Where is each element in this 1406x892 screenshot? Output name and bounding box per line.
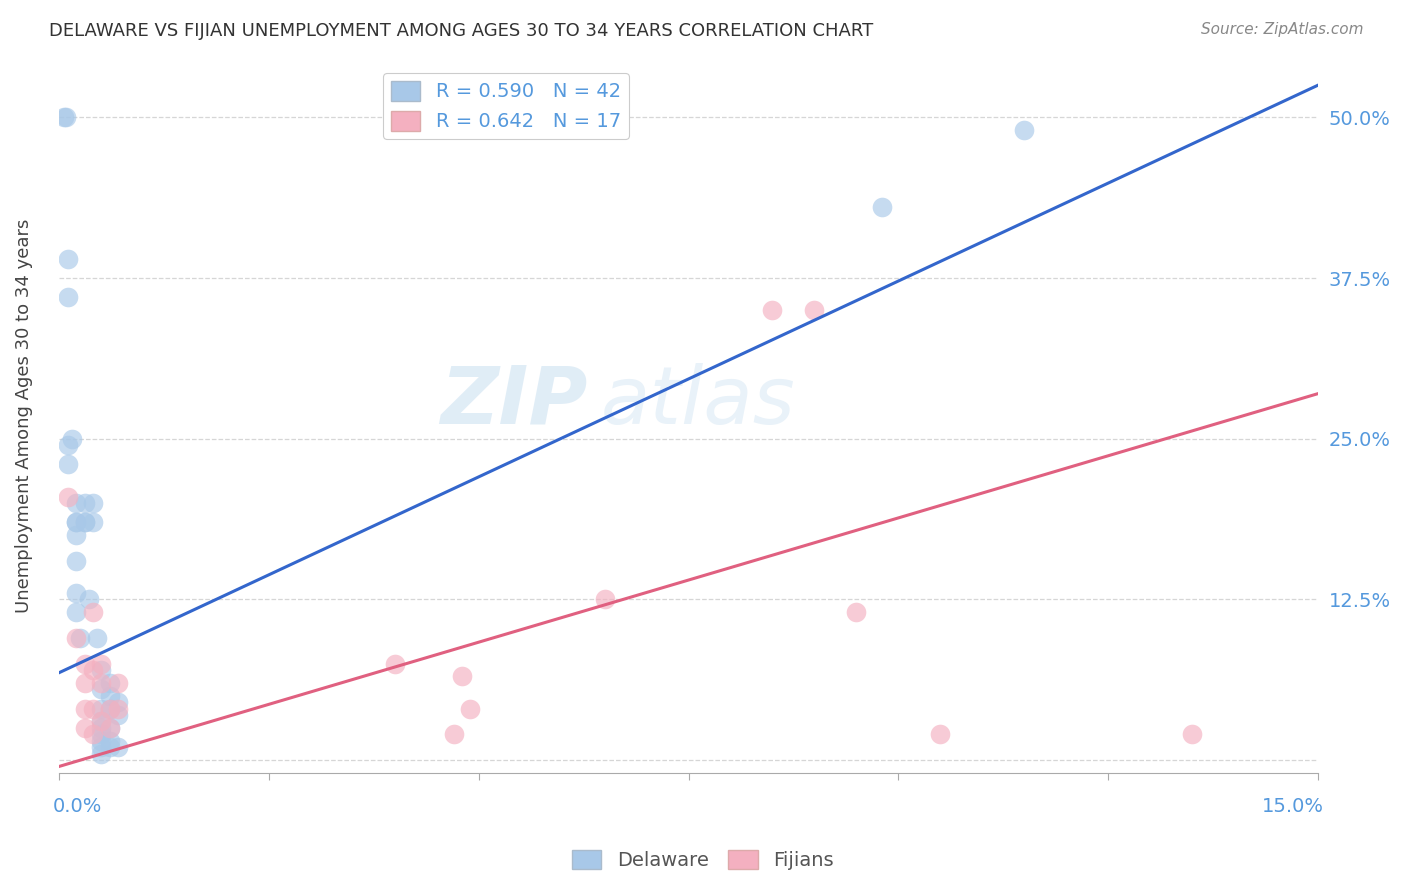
Legend: R = 0.590   N = 42, R = 0.642   N = 17: R = 0.590 N = 42, R = 0.642 N = 17 <box>384 73 628 139</box>
Point <box>90 747 112 761</box>
Point <box>929 727 952 741</box>
Point <box>98 689 121 703</box>
Text: Source: ZipAtlas.com: Source: ZipAtlas.com <box>1201 22 1364 37</box>
Point <box>82 496 104 510</box>
Point <box>761 303 783 318</box>
Point <box>98 676 121 690</box>
Point <box>56 438 79 452</box>
Point <box>90 721 112 735</box>
Text: 15.0%: 15.0% <box>1263 797 1324 816</box>
Point <box>90 714 112 729</box>
Point <box>98 740 121 755</box>
Point <box>90 733 112 747</box>
Point <box>73 515 96 529</box>
Point <box>82 605 104 619</box>
Point <box>870 200 893 214</box>
Point <box>73 676 96 690</box>
Point <box>98 721 121 735</box>
Point <box>98 733 121 747</box>
Point <box>460 701 482 715</box>
Point <box>90 727 112 741</box>
Y-axis label: Unemployment Among Ages 30 to 34 years: Unemployment Among Ages 30 to 34 years <box>15 219 32 614</box>
Point <box>55 111 77 125</box>
Text: atlas: atlas <box>600 363 796 441</box>
Point <box>86 631 108 645</box>
Point <box>65 515 87 529</box>
Point <box>73 657 96 671</box>
Point <box>107 676 129 690</box>
Point <box>65 631 87 645</box>
Point <box>56 490 79 504</box>
Legend: Delaware, Fijians: Delaware, Fijians <box>565 842 841 878</box>
Point <box>73 701 96 715</box>
Point <box>90 701 112 715</box>
Point <box>73 515 96 529</box>
Point <box>77 592 100 607</box>
Point <box>98 701 121 715</box>
Point <box>52 111 75 125</box>
Point <box>82 701 104 715</box>
Point <box>90 657 112 671</box>
Text: 0.0%: 0.0% <box>53 797 103 816</box>
Point <box>65 515 87 529</box>
Point <box>73 721 96 735</box>
Point <box>82 663 104 677</box>
Text: ZIP: ZIP <box>440 363 588 441</box>
Point <box>90 676 112 690</box>
Point <box>384 657 406 671</box>
Point <box>69 631 91 645</box>
Point <box>73 496 96 510</box>
Point <box>107 708 129 723</box>
Point <box>65 586 87 600</box>
Point <box>98 721 121 735</box>
Point <box>443 727 465 741</box>
Point <box>56 252 79 266</box>
Point <box>82 727 104 741</box>
Point <box>56 458 79 472</box>
Point <box>65 554 87 568</box>
Point <box>90 663 112 677</box>
Point <box>82 515 104 529</box>
Point <box>593 592 616 607</box>
Point <box>1012 123 1035 137</box>
Point <box>65 496 87 510</box>
Point <box>1181 727 1204 741</box>
Point <box>451 669 474 683</box>
Point <box>90 682 112 697</box>
Point <box>60 432 83 446</box>
Point <box>98 701 121 715</box>
Point <box>107 740 129 755</box>
Text: DELAWARE VS FIJIAN UNEMPLOYMENT AMONG AGES 30 TO 34 YEARS CORRELATION CHART: DELAWARE VS FIJIAN UNEMPLOYMENT AMONG AG… <box>49 22 873 40</box>
Point <box>803 303 825 318</box>
Point <box>90 714 112 729</box>
Point <box>107 695 129 709</box>
Point <box>56 290 79 304</box>
Point <box>65 605 87 619</box>
Point <box>90 740 112 755</box>
Point <box>845 605 868 619</box>
Point <box>65 528 87 542</box>
Point <box>107 701 129 715</box>
